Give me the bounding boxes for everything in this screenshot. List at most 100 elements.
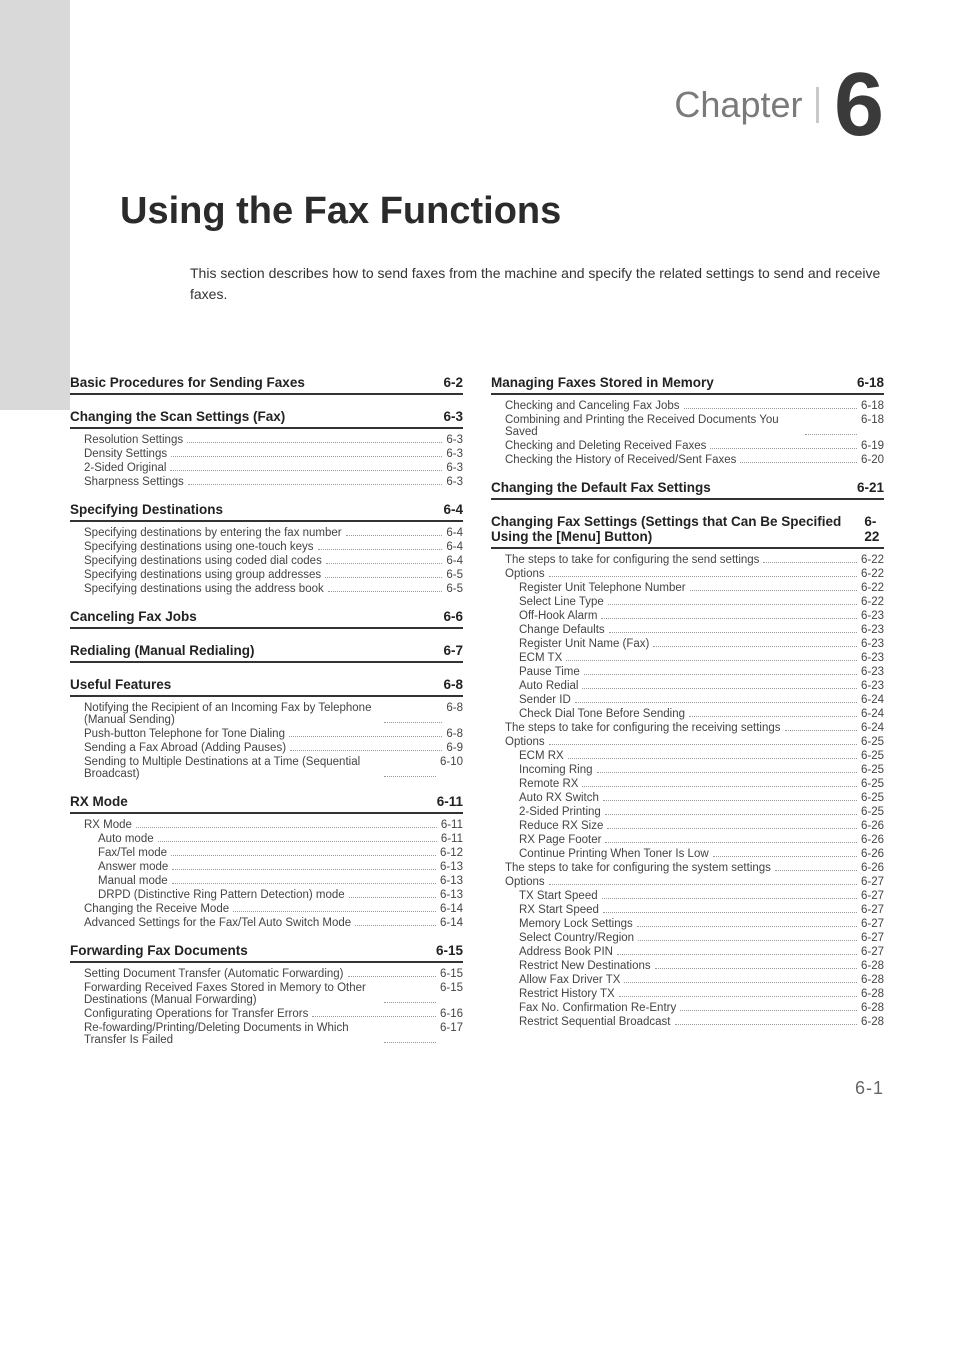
toc-subentry[interactable]: Select Country/Region6-27 — [519, 932, 884, 944]
toc-subentry[interactable]: Select Line Type6-22 — [519, 596, 884, 608]
toc-section-heading[interactable]: Canceling Fax Jobs6-6 — [70, 609, 463, 629]
leader-dots — [384, 1042, 436, 1043]
toc-subentry[interactable]: Auto mode6-11 — [98, 833, 463, 845]
toc-entry[interactable]: Notifying the Recipient of an Incoming F… — [84, 702, 463, 726]
toc-subentry[interactable]: DRPD (Distinctive Ring Pattern Detection… — [98, 889, 463, 901]
toc-subentry[interactable]: 2-Sided Printing6-25 — [519, 806, 884, 818]
toc-label: RX Page Footer — [519, 834, 601, 846]
toc-section-heading[interactable]: Changing the Scan Settings (Fax)6-3 — [70, 409, 463, 429]
toc-subentry[interactable]: Reduce RX Size6-26 — [519, 820, 884, 832]
toc-subentry[interactable]: Memory Lock Settings6-27 — [519, 918, 884, 930]
toc-entry[interactable]: Sending a Fax Abroad (Adding Pauses)6-9 — [84, 742, 463, 754]
toc-section-heading[interactable]: Changing Fax Settings (Settings that Can… — [491, 514, 884, 549]
toc-entry[interactable]: Changing the Receive Mode6-14 — [84, 903, 463, 915]
toc-subentry[interactable]: Check Dial Tone Before Sending6-24 — [519, 708, 884, 720]
toc-entry[interactable]: Options6-25 — [505, 736, 884, 748]
toc-entry[interactable]: Re-fowarding/Printing/Deleting Documents… — [84, 1022, 463, 1046]
leader-dots — [289, 736, 442, 737]
toc-subentry[interactable]: Address Book PIN6-27 — [519, 946, 884, 958]
toc-entry[interactable]: Push-button Telephone for Tone Dialing6-… — [84, 728, 463, 740]
toc-entry[interactable]: Resolution Settings6-3 — [84, 434, 463, 446]
toc-label: Fax/Tel mode — [98, 847, 167, 859]
toc-subentry[interactable]: Auto Redial6-23 — [519, 680, 884, 692]
toc-subentry[interactable]: Fax/Tel mode6-12 — [98, 847, 463, 859]
toc-entry[interactable]: Checking and Deleting Received Faxes6-19 — [505, 440, 884, 452]
toc-label: Resolution Settings — [84, 434, 183, 446]
toc-section-heading[interactable]: RX Mode6-11 — [70, 794, 463, 814]
toc-subentry[interactable]: Answer mode6-13 — [98, 861, 463, 873]
toc-subentry[interactable]: Off-Hook Alarm6-23 — [519, 610, 884, 622]
toc-label: Incoming Ring — [519, 764, 593, 776]
toc-page: 6-28 — [861, 960, 884, 972]
toc-entry[interactable]: Forwarding Received Faxes Stored in Memo… — [84, 982, 463, 1006]
leader-dots — [740, 462, 857, 463]
toc-page: 6-24 — [861, 722, 884, 734]
toc-section-heading[interactable]: Managing Faxes Stored in Memory6-18 — [491, 375, 884, 395]
toc-subentry[interactable]: Restrict History TX6-28 — [519, 988, 884, 1000]
toc-section-heading[interactable]: Redialing (Manual Redialing)6-7 — [70, 643, 463, 663]
toc-subentry[interactable]: TX Start Speed6-27 — [519, 890, 884, 902]
toc-section-heading[interactable]: Useful Features6-8 — [70, 677, 463, 697]
toc-subentry[interactable]: Remote RX6-25 — [519, 778, 884, 790]
toc-page: 6-27 — [861, 890, 884, 902]
toc-subentry[interactable]: Restrict New Destinations6-28 — [519, 960, 884, 972]
toc-entry[interactable]: The steps to take for configuring the sy… — [505, 862, 884, 874]
toc-label: Changing the Default Fax Settings — [491, 480, 711, 495]
toc-section-heading[interactable]: Specifying Destinations6-4 — [70, 502, 463, 522]
toc-label: Configurating Operations for Transfer Er… — [84, 1008, 308, 1020]
toc-label: 2-Sided Original — [84, 462, 166, 474]
toc-subentry[interactable]: ECM RX6-25 — [519, 750, 884, 762]
toc-entry[interactable]: The steps to take for configuring the re… — [505, 722, 884, 734]
toc-page: 6-11 — [437, 794, 463, 809]
toc-subentry[interactable]: ECM TX6-23 — [519, 652, 884, 664]
toc-entry[interactable]: Sending to Multiple Destinations at a Ti… — [84, 756, 463, 780]
toc-label: Managing Faxes Stored in Memory — [491, 375, 714, 390]
toc-entry[interactable]: Configurating Operations for Transfer Er… — [84, 1008, 463, 1020]
toc-subentry[interactable]: Auto RX Switch6-25 — [519, 792, 884, 804]
leader-dots — [318, 549, 443, 550]
toc-entry[interactable]: Options6-22 — [505, 568, 884, 580]
leader-dots — [384, 776, 436, 777]
page-title: Using the Fax Functions — [120, 190, 884, 233]
toc-entry[interactable]: Checking the History of Received/Sent Fa… — [505, 454, 884, 466]
toc-subentry[interactable]: Restrict Sequential Broadcast6-28 — [519, 1016, 884, 1028]
toc-entry[interactable]: Specifying destinations using coded dial… — [84, 555, 463, 567]
toc-entry[interactable]: Specifying destinations using one-touch … — [84, 541, 463, 553]
toc-entry[interactable]: Checking and Canceling Fax Jobs6-18 — [505, 400, 884, 412]
toc-label: Changing the Receive Mode — [84, 903, 229, 915]
toc-subentry[interactable]: Register Unit Name (Fax)6-23 — [519, 638, 884, 650]
toc-page: 6-8 — [446, 728, 463, 740]
toc-entry[interactable]: RX Mode6-11 — [84, 819, 463, 831]
toc-subentry[interactable]: RX Start Speed6-27 — [519, 904, 884, 916]
toc-subentry[interactable]: Sender ID6-24 — [519, 694, 884, 706]
toc-subentry[interactable]: Change Defaults6-23 — [519, 624, 884, 636]
leader-dots — [637, 926, 857, 927]
toc-subentry[interactable]: RX Page Footer6-26 — [519, 834, 884, 846]
toc-section-heading[interactable]: Changing the Default Fax Settings6-21 — [491, 480, 884, 500]
toc-entry[interactable]: Density Settings6-3 — [84, 448, 463, 460]
toc-subentry[interactable]: Incoming Ring6-25 — [519, 764, 884, 776]
toc-entry[interactable]: Sharpness Settings6-3 — [84, 476, 463, 488]
toc-label: Continue Printing When Toner Is Low — [519, 848, 709, 860]
toc-section-heading[interactable]: Basic Procedures for Sending Faxes6-2 — [70, 375, 463, 395]
toc-subentry[interactable]: Register Unit Telephone Number6-22 — [519, 582, 884, 594]
toc-label: Select Country/Region — [519, 932, 634, 944]
toc-entry[interactable]: Setting Document Transfer (Automatic For… — [84, 968, 463, 980]
toc-entry[interactable]: The steps to take for configuring the se… — [505, 554, 884, 566]
toc-label: Specifying destinations using group addr… — [84, 569, 321, 581]
toc-section-heading[interactable]: Forwarding Fax Documents6-15 — [70, 943, 463, 963]
toc-subentry[interactable]: Allow Fax Driver TX6-28 — [519, 974, 884, 986]
leader-dots — [171, 855, 436, 856]
toc-entry[interactable]: Specifying destinations using group addr… — [84, 569, 463, 581]
toc-subentry[interactable]: Fax No. Confirmation Re-Entry6-28 — [519, 1002, 884, 1014]
toc-entry[interactable]: Specifying destinations using the addres… — [84, 583, 463, 595]
toc-entry[interactable]: 2-Sided Original6-3 — [84, 462, 463, 474]
toc-entry[interactable]: Advanced Settings for the Fax/Tel Auto S… — [84, 917, 463, 929]
toc-subentry[interactable]: Pause Time6-23 — [519, 666, 884, 678]
toc-entry[interactable]: Combining and Printing the Received Docu… — [505, 414, 884, 438]
toc-entry[interactable]: Specifying destinations by entering the … — [84, 527, 463, 539]
toc-label: Sharpness Settings — [84, 476, 184, 488]
toc-subentry[interactable]: Manual mode6-13 — [98, 875, 463, 887]
toc-subentry[interactable]: Continue Printing When Toner Is Low6-26 — [519, 848, 884, 860]
toc-entry[interactable]: Options6-27 — [505, 876, 884, 888]
